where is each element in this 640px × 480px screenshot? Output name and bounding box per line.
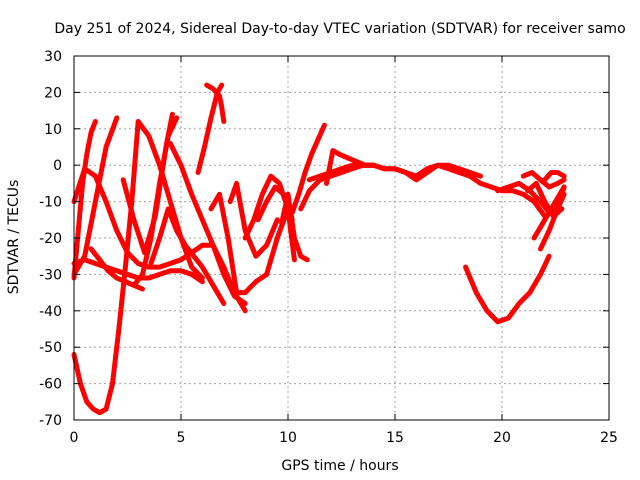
y-axis-ticks: -70 -60 -50 -40 -30 -20 -10 0 10 20 30 xyxy=(39,49,609,429)
x-tick-label: 10 xyxy=(279,430,297,446)
series-arc-24 xyxy=(324,148,377,186)
series-arc-1 xyxy=(71,119,141,416)
y-tick-label: -50 xyxy=(39,340,62,356)
chart-title: Day 251 of 2024, Sidereal Day-to-day VTE… xyxy=(54,21,625,37)
series-arc-9 xyxy=(135,119,205,281)
series-arc-10 xyxy=(148,206,227,306)
x-tick-label: 20 xyxy=(493,430,511,446)
x-tick-label: 5 xyxy=(177,430,186,446)
y-tick-label: -20 xyxy=(39,231,62,247)
y-axis-label: SDTVAR / TECUs xyxy=(6,180,22,295)
x-tick-label: 15 xyxy=(386,430,404,446)
y-tick-label: -10 xyxy=(39,195,62,211)
y-tick-label: 10 xyxy=(44,122,62,138)
series-arc-30 xyxy=(542,170,567,183)
y-tick-label: 0 xyxy=(53,158,62,174)
series-arc-20 xyxy=(279,191,310,263)
series-arc-31 xyxy=(520,170,567,190)
series-arc-28 xyxy=(531,184,567,241)
y-tick-label: -70 xyxy=(39,413,62,429)
series-arc-21 xyxy=(289,122,327,215)
gridlines xyxy=(74,56,609,420)
series-arc-15 xyxy=(208,191,270,296)
series-arc-17 xyxy=(242,173,291,241)
series-arc-13 xyxy=(195,82,225,175)
y-tick-label: -60 xyxy=(39,377,62,393)
series-arc-23 xyxy=(306,162,484,183)
y-tick-label: 20 xyxy=(44,85,62,101)
series-arc-25 xyxy=(463,253,552,325)
x-axis-label: GPS time / hours xyxy=(281,458,398,474)
x-axis-ticks: 0 5 10 15 20 25 xyxy=(70,56,618,446)
series-arc-29 xyxy=(538,191,567,252)
series-arc-5 xyxy=(71,115,120,277)
y-tick-label: -30 xyxy=(39,267,62,283)
series-arc-16 xyxy=(227,180,280,259)
series-arc-8 xyxy=(131,115,180,288)
y-tick-label: 30 xyxy=(44,49,62,65)
x-tick-label: 25 xyxy=(600,430,618,446)
series-arc-4 xyxy=(71,166,184,270)
data-series xyxy=(71,82,567,416)
y-tick-label: -40 xyxy=(39,304,62,320)
series-arc-14 xyxy=(204,82,227,124)
x-tick-label: 0 xyxy=(70,430,79,446)
